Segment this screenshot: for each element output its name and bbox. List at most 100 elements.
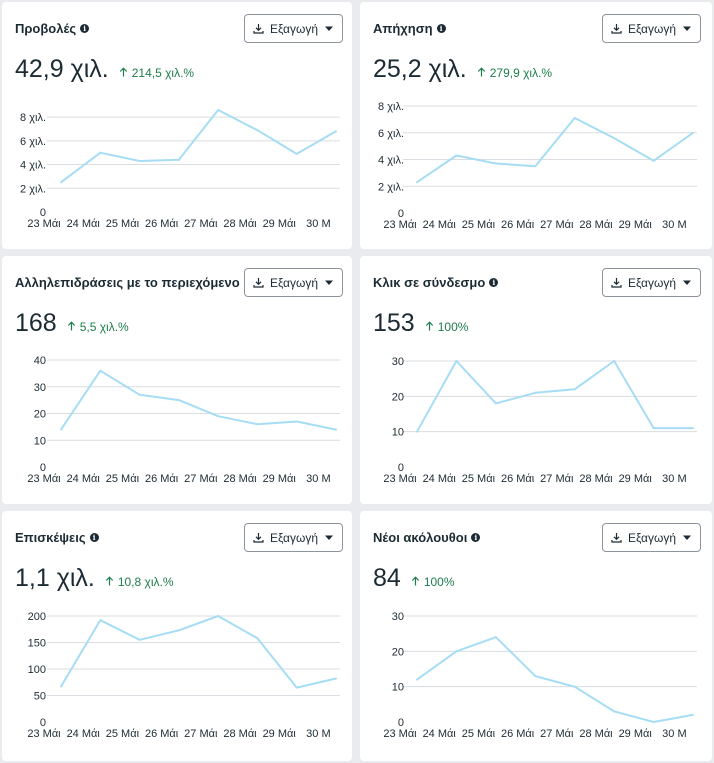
data-point[interactable] <box>416 430 418 433</box>
data-point[interactable] <box>60 685 62 688</box>
data-point[interactable] <box>177 158 180 161</box>
card-title-text: Επισκέψεις <box>15 530 86 545</box>
caret-down-icon <box>324 280 334 286</box>
info-icon[interactable]: i <box>80 24 90 33</box>
metric-change-text: 100% <box>437 320 469 334</box>
data-point[interactable] <box>256 637 259 640</box>
x-tick-label: 25 Μάι <box>462 728 496 740</box>
data-point[interactable] <box>177 399 180 402</box>
data-point[interactable] <box>416 678 418 681</box>
data-point[interactable] <box>534 391 537 394</box>
data-point[interactable] <box>534 165 537 168</box>
data-point[interactable] <box>692 131 694 134</box>
data-point[interactable] <box>455 650 458 653</box>
y-tick-label: 20 <box>392 646 404 658</box>
x-tick-label: 25 Μάι <box>106 473 140 485</box>
metric-card-views: Προβολές i Εξαγωγή 42,9 χιλ. 214,5 χιλ.%… <box>2 2 352 249</box>
data-point[interactable] <box>335 428 337 431</box>
data-point[interactable] <box>138 638 141 641</box>
metric-change: 5,5 χιλ.% <box>67 320 129 334</box>
export-button[interactable]: Εξαγωγή <box>244 14 343 43</box>
data-point[interactable] <box>652 159 655 162</box>
data-point[interactable] <box>573 388 576 391</box>
export-button[interactable]: Εξαγωγή <box>602 268 701 297</box>
series-line <box>416 360 693 433</box>
y-tick-label: 0 <box>40 717 46 729</box>
arrow-up-icon <box>105 576 114 586</box>
data-point[interactable] <box>295 152 298 155</box>
data-point[interactable] <box>652 721 655 723</box>
metric-summary: 168 5,5 χιλ.% <box>15 309 129 338</box>
data-point[interactable] <box>416 181 418 184</box>
data-point[interactable] <box>335 130 337 133</box>
metric-summary: 84 100% <box>373 564 455 593</box>
metric-card-content-interactions: Αλληλεπιδράσεις με το περιεχόμενο i Εξαγ… <box>2 256 352 504</box>
data-point[interactable] <box>60 181 62 184</box>
x-tick-label: 30 Μ <box>306 218 330 230</box>
data-point[interactable] <box>138 393 141 396</box>
info-icon[interactable]: i <box>471 533 481 542</box>
x-tick-label: 27 Μάι <box>540 219 574 231</box>
data-point[interactable] <box>652 427 655 430</box>
data-point[interactable] <box>99 369 102 372</box>
data-point[interactable] <box>534 675 537 678</box>
export-label: Εξαγωγή <box>627 530 677 545</box>
card-title-text: Αλληλεπιδράσεις με το περιεχόμενο <box>15 275 240 290</box>
data-point[interactable] <box>692 427 694 430</box>
data-point[interactable] <box>573 685 576 688</box>
card-title: Κλικ σε σύνδεσμο i <box>373 275 499 290</box>
data-point[interactable] <box>455 154 458 157</box>
line-chart: 0 50 100 150 200 23 Μάι 24 Μάι 25 Μάι 26 Μάι 27 Μ… <box>27 611 340 740</box>
data-point[interactable] <box>494 162 497 165</box>
data-point[interactable] <box>217 415 220 418</box>
data-point[interactable] <box>573 117 576 120</box>
data-point[interactable] <box>295 420 298 423</box>
info-icon[interactable]: i <box>89 533 99 542</box>
data-point[interactable] <box>613 710 616 713</box>
y-tick-label: 6 χιλ. <box>378 128 404 140</box>
x-tick-label: 23 Μάι <box>383 728 417 740</box>
y-tick-label: 30 <box>392 356 404 368</box>
x-tick-label: 24 Μάι <box>423 473 457 485</box>
caret-down-icon <box>324 535 334 541</box>
export-button[interactable]: Εξαγωγή <box>602 523 701 552</box>
data-point[interactable] <box>256 423 259 426</box>
x-tick-label: 23 Μάι <box>27 473 61 485</box>
data-point[interactable] <box>99 151 102 154</box>
x-tick-label: 27 Μάι <box>540 728 574 740</box>
data-point[interactable] <box>295 686 298 689</box>
data-point[interactable] <box>138 160 141 162</box>
data-point[interactable] <box>335 677 337 680</box>
data-point[interactable] <box>177 629 180 632</box>
series-line <box>416 636 694 723</box>
data-point[interactable] <box>613 137 616 140</box>
info-icon[interactable]: i <box>489 278 499 287</box>
caret-down-icon <box>682 26 692 32</box>
x-tick-label: 30 Μ <box>662 473 686 485</box>
data-point[interactable] <box>217 615 220 617</box>
x-tick-label: 24 Μάι <box>67 728 101 740</box>
data-point[interactable] <box>99 619 102 622</box>
x-tick-label: 29 Μάι <box>619 473 653 485</box>
data-point[interactable] <box>256 129 259 132</box>
data-point[interactable] <box>455 360 458 362</box>
x-tick-label: 28 Μάι <box>223 218 257 230</box>
data-point[interactable] <box>60 428 62 431</box>
x-tick-label: 27 Μάι <box>184 728 218 740</box>
series-line <box>60 615 337 689</box>
data-point[interactable] <box>613 360 616 362</box>
info-icon[interactable]: i <box>436 24 446 33</box>
caret-down-icon <box>682 535 692 541</box>
export-label: Εξαγωγή <box>627 21 677 36</box>
export-button[interactable]: Εξαγωγή <box>244 268 343 297</box>
download-icon <box>611 532 622 543</box>
data-point[interactable] <box>494 402 497 405</box>
export-button[interactable]: Εξαγωγή <box>602 14 701 43</box>
data-point[interactable] <box>692 713 694 716</box>
x-tick-label: 25 Μάι <box>106 728 140 740</box>
data-point[interactable] <box>217 109 220 111</box>
x-tick-label: 28 Μάι <box>579 219 613 231</box>
data-point[interactable] <box>494 636 497 639</box>
download-icon <box>611 23 622 34</box>
export-button[interactable]: Εξαγωγή <box>244 523 343 552</box>
